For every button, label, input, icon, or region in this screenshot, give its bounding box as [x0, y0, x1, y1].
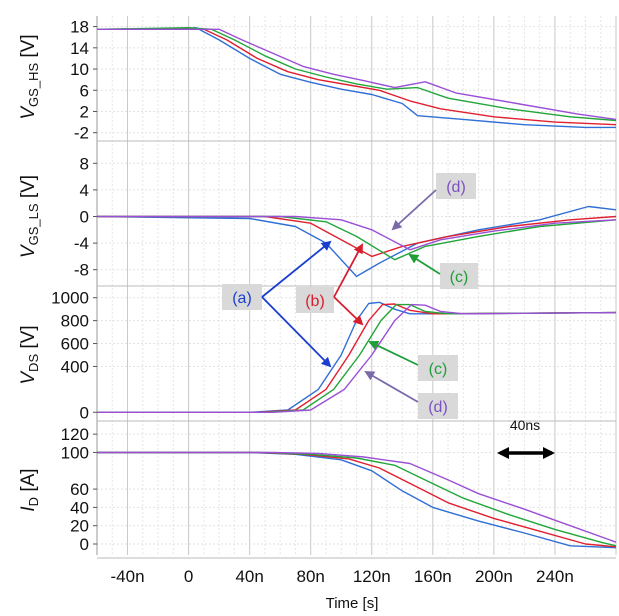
- annotation-d-bottom-label: (d): [428, 399, 448, 416]
- y-tick-label: 600: [61, 335, 89, 354]
- x-tick-label: 0: [184, 567, 193, 586]
- label-layer: -40n 0 40n 80n 120n 160n 200n 240n 18 14 10 6 2 -2 VGS…: [18, 18, 574, 586]
- series-line-b: [97, 215, 617, 258]
- annotation-b-box: [296, 287, 334, 313]
- series-line-d: [97, 451, 617, 543]
- x-tick-label: 120n: [353, 567, 391, 586]
- y-tick-label: 0: [80, 535, 89, 554]
- y-tick-label: 800: [61, 312, 89, 331]
- y-tick-label: 100: [61, 443, 89, 462]
- series-line-a: [96, 205, 617, 278]
- annotation-a-box: [222, 284, 262, 310]
- y-axis-title: ID [A]: [18, 468, 41, 511]
- y-tick-label: -4: [74, 234, 89, 253]
- y-tick-label: 18: [70, 18, 89, 37]
- y-tick-label: 8: [80, 154, 89, 173]
- y-axis-title: VGS_LS [V]: [18, 175, 41, 258]
- y-tick-label: 400: [61, 357, 89, 376]
- annotation-d-bottom-box: [418, 393, 458, 419]
- annotation-c-top-label: (c): [450, 269, 469, 286]
- arrow-c-bottom: [368, 340, 419, 366]
- y-tick-label: 0: [80, 403, 89, 422]
- arrow-b-down: [333, 296, 364, 326]
- y-tick-label: 40: [70, 498, 89, 517]
- series-line-d: [97, 303, 617, 413]
- y-tick-label: 10: [70, 60, 89, 79]
- y-tick-label: 1000: [51, 289, 89, 308]
- scale-bar-label: 40ns: [510, 417, 540, 433]
- annotation-d-top-box: [436, 173, 476, 199]
- x-tick-label: 240n: [536, 567, 574, 586]
- y-tick-label: 0: [80, 208, 89, 227]
- annotation-layer: (a) (b) (c) (c) (d) (d) 40ns: [222, 173, 555, 459]
- y-tick-label: -8: [74, 261, 89, 280]
- series-line-c: [96, 27, 617, 122]
- series-line-d: [97, 28, 617, 121]
- arrow-d-top: [391, 189, 437, 231]
- y-tick-label: -2: [74, 124, 89, 143]
- annotation-d-top-label: (d): [446, 179, 466, 196]
- arrow-a-up: [261, 240, 332, 298]
- arrow-c-top: [408, 253, 441, 275]
- y-tick-label: 60: [70, 480, 89, 499]
- annotation-c-bottom-box: [418, 355, 458, 381]
- series-line-c: [97, 451, 617, 547]
- arrow-a-down: [261, 296, 332, 368]
- x-axis-title: Time [s]: [326, 595, 379, 612]
- series-layer: [96, 27, 617, 549]
- annotation-a-label: (a): [232, 290, 252, 307]
- x-tick-label: 160n: [414, 567, 452, 586]
- annotation-c-top-box: [440, 263, 478, 289]
- x-tick-label: 40n: [235, 567, 263, 586]
- y-tick-label: 2: [80, 102, 89, 121]
- x-tick-label: 200n: [475, 567, 513, 586]
- annotation-c-bottom-label: (c): [429, 361, 448, 378]
- x-tick-label: -40n: [111, 567, 145, 586]
- y-tick-label: 14: [70, 39, 89, 58]
- series-line-a: [97, 27, 616, 129]
- arrow-b-up: [333, 243, 363, 298]
- y-tick-label: 120: [61, 425, 89, 444]
- x-tick-label: 80n: [297, 567, 325, 586]
- y-tick-label: 6: [80, 81, 89, 100]
- series-line-d: [97, 215, 617, 251]
- y-tick-label: 4: [80, 181, 89, 200]
- series-line-b: [97, 28, 617, 126]
- y-axis-title: VDS [V]: [18, 325, 41, 384]
- annotation-b-label: (b): [305, 293, 325, 310]
- series-line-c: [97, 215, 617, 261]
- axis-layer: [93, 16, 616, 559]
- arrow-d-bottom: [364, 371, 419, 403]
- y-axis-title: VGS_HS [V]: [18, 34, 41, 119]
- y-tick-label: 20: [70, 517, 89, 536]
